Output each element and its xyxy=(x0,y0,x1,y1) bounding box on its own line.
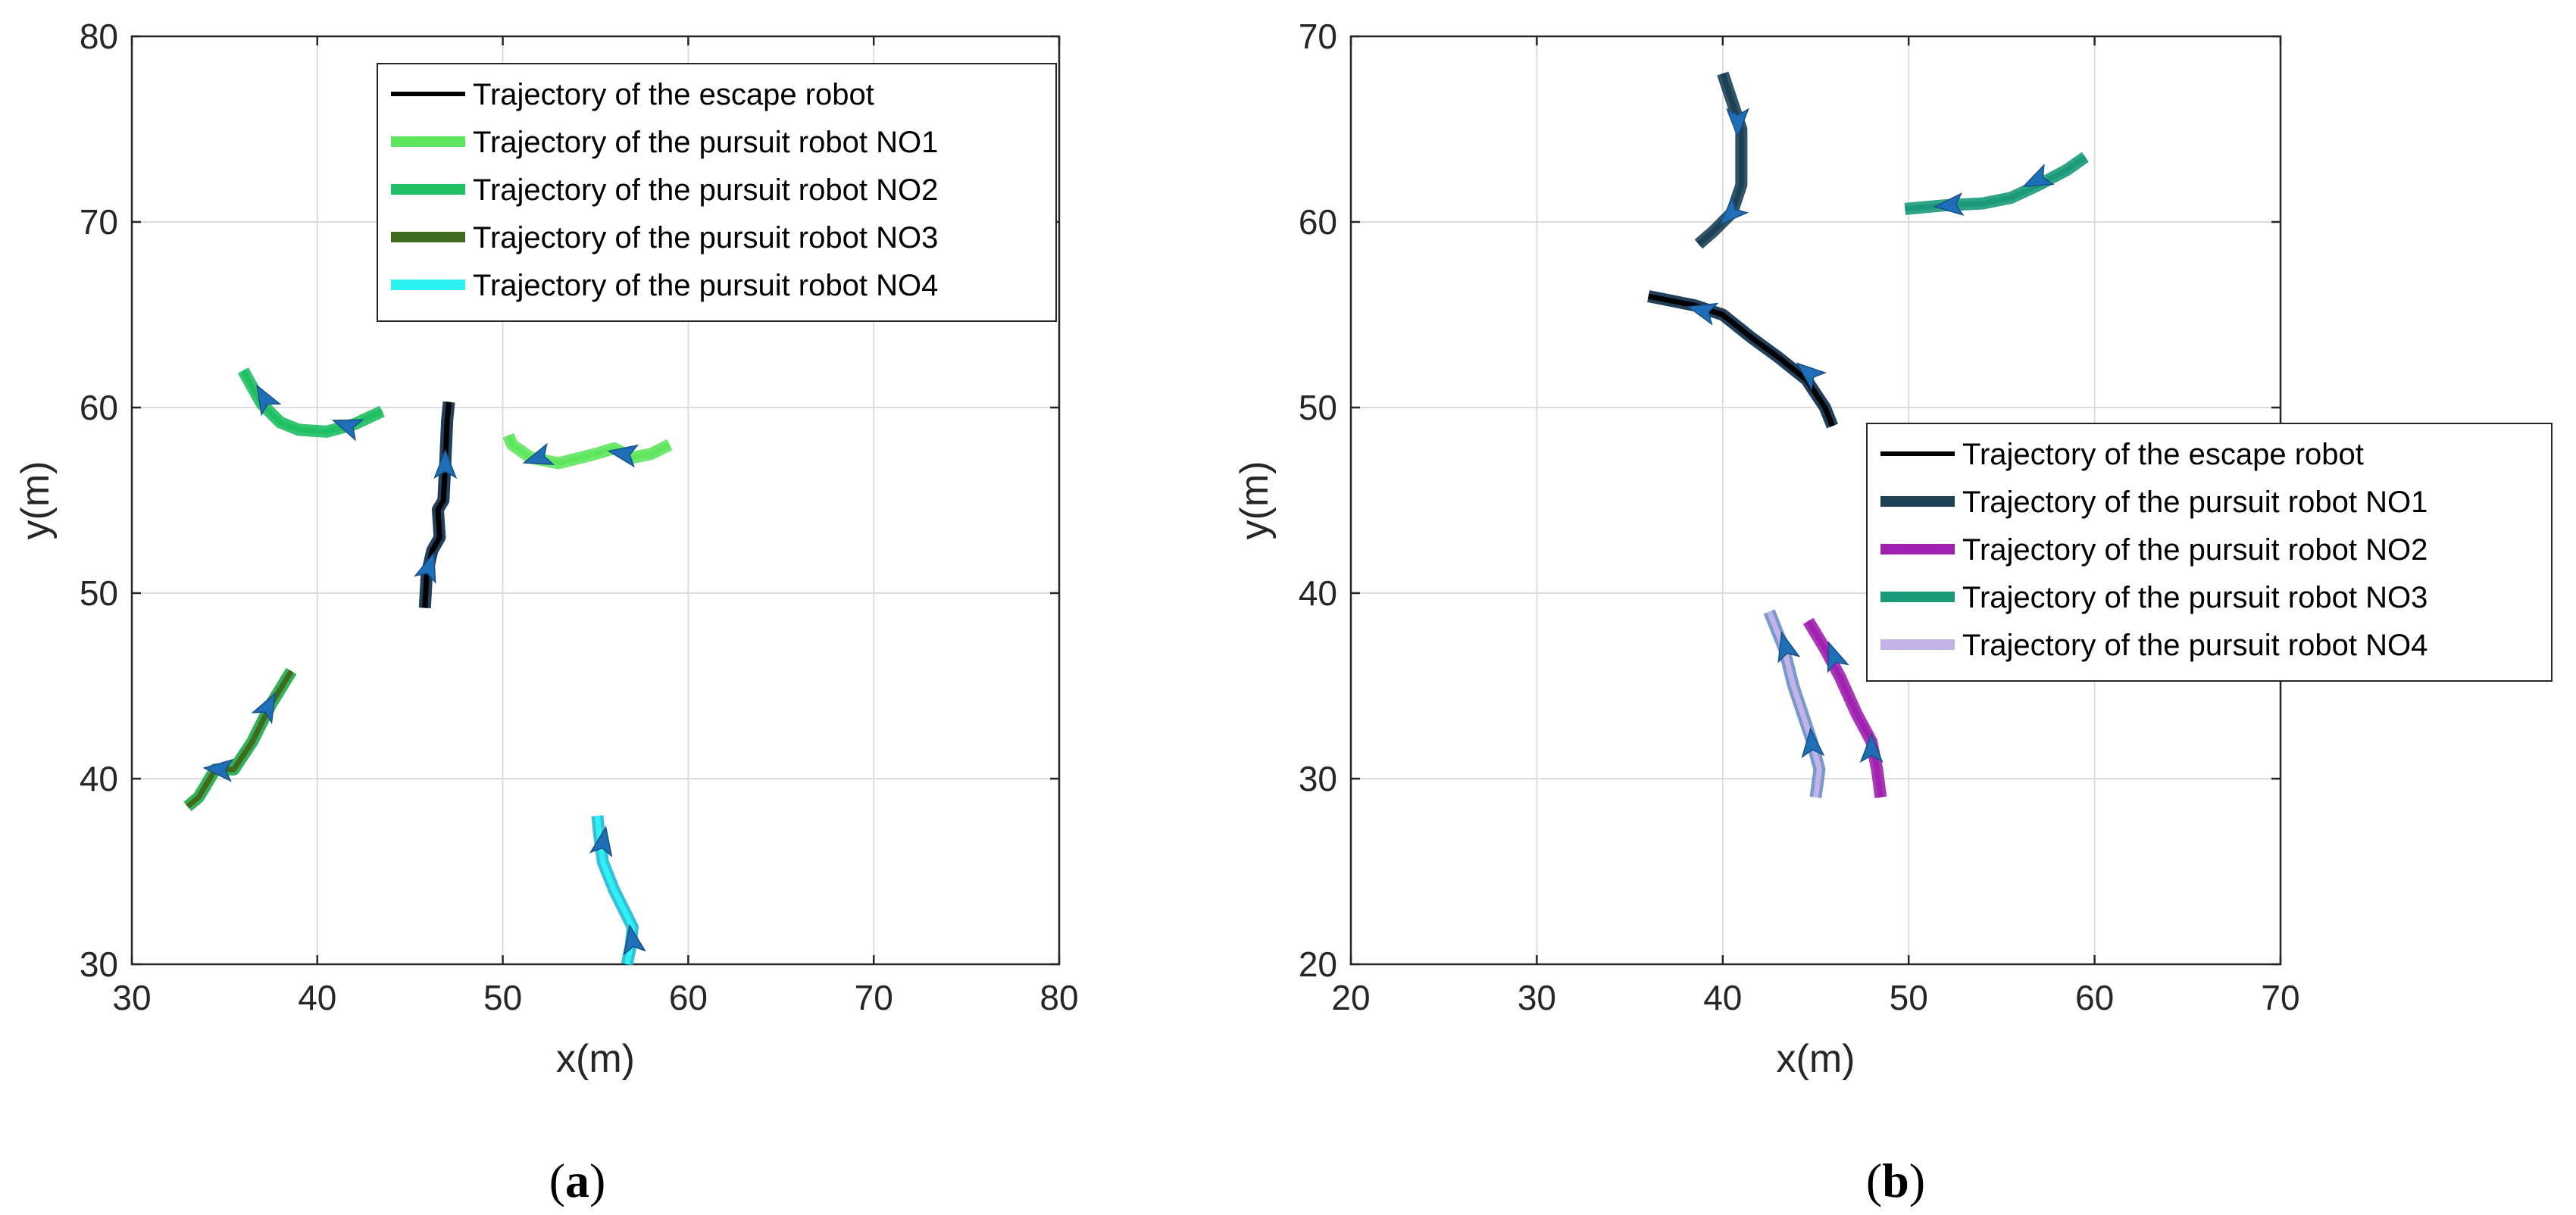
chart-b-xtick-label: 50 xyxy=(1890,978,1928,1017)
chart-a-ytick-label: 40 xyxy=(80,759,118,798)
chart-b-xtick-label: 30 xyxy=(1518,978,1556,1017)
chart-b-direction-arrow xyxy=(1801,726,1825,758)
chart-a-caption: (a) xyxy=(549,1154,606,1207)
chart-a-series xyxy=(183,367,673,966)
chart-b-caption-close: ) xyxy=(1909,1154,1925,1207)
chart-b: 20 30 40 50 60 70 20 30 40 50 60 70 x(m) y(m) Traje… xyxy=(1233,17,2553,1207)
chart-b-direction-arrow xyxy=(1933,192,1965,216)
chart-a-series-line xyxy=(505,434,671,466)
chart-a-direction-arrow xyxy=(522,442,555,466)
chart-b-legend-box xyxy=(1866,423,2553,682)
chart-b-series-3 xyxy=(1763,609,1826,798)
chart-b-legend-label: Trajectory of the escape robot xyxy=(1962,438,2364,471)
chart-b-legend-label: Trajectory of the pursuit robot NO2 xyxy=(1962,533,2428,567)
chart-b-ticks: 20 30 40 50 60 70 20 30 40 50 60 70 xyxy=(1299,17,2300,1017)
chart-a-direction-arrow xyxy=(202,758,234,782)
chart-a-legend-label: Trajectory of the pursuit robot NO3 xyxy=(473,221,938,255)
chart-b-direction-arrow xyxy=(1796,362,1827,391)
chart-a-legend-label: Trajectory of the pursuit robot NO1 xyxy=(473,126,938,159)
chart-b-ytick-label: 60 xyxy=(1299,202,1337,242)
chart-a-ticks: 30 40 50 60 70 80 30 40 50 60 70 80 xyxy=(80,17,1079,1017)
chart-a-legend-box xyxy=(377,63,1057,322)
chart-b-series-line xyxy=(1647,293,1835,427)
chart-a-xtick-label: 50 xyxy=(483,978,522,1017)
chart-b-ytick-label: 50 xyxy=(1299,388,1337,427)
chart-a-direction-arrow xyxy=(251,692,277,725)
chart-a-ytick-label: 60 xyxy=(80,388,118,427)
chart-b-caption-open: ( xyxy=(1866,1154,1882,1207)
chart-a-caption-open: ( xyxy=(549,1154,565,1207)
chart-a-xlabel: x(m) xyxy=(556,1037,635,1081)
chart-a-direction-arrow xyxy=(623,923,646,956)
chart-b-xtick-label: 60 xyxy=(2075,978,2114,1017)
chart-b-direction-arrow xyxy=(1687,302,1719,326)
chart-b-series-0 xyxy=(1647,290,1839,429)
chart-a-direction-arrow xyxy=(256,384,282,417)
chart-a-series-2 xyxy=(237,367,385,442)
chart-a-direction-arrow xyxy=(331,419,364,442)
chart-a-series-0 xyxy=(414,401,458,609)
chart-a-direction-arrow xyxy=(433,448,458,479)
chart-a-xtick-label: 60 xyxy=(669,978,708,1017)
chart-b-direction-arrow xyxy=(2022,163,2055,187)
chart-b-caption: (b) xyxy=(1866,1154,1925,1207)
chart-a-direction-arrow xyxy=(589,826,613,857)
chart-b-xtick-label: 40 xyxy=(1703,978,1742,1017)
chart-b-legend-label: Trajectory of the pursuit robot NO1 xyxy=(1962,486,2428,519)
chart-a-series-4 xyxy=(589,815,646,966)
chart-b-series-line xyxy=(1696,72,1744,247)
chart-a-caption-close: ) xyxy=(589,1154,605,1207)
chart-b-series-1 xyxy=(1694,71,1749,249)
chart-b-xlabel: x(m) xyxy=(1777,1037,1855,1081)
chart-b-series-4 xyxy=(1904,151,2089,216)
chart-a-legend-label: Trajectory of the pursuit robot NO2 xyxy=(473,173,938,207)
chart-a-xtick-label: 30 xyxy=(112,978,151,1017)
chart-a-direction-arrow xyxy=(414,551,436,584)
chart-b-series xyxy=(1647,71,2089,798)
chart-b-legend: Trajectory of the escape robot Trajectory… xyxy=(1866,423,2553,682)
chart-a-ytick-label: 70 xyxy=(80,202,118,242)
chart-b-ytick-label: 20 xyxy=(1299,945,1337,984)
chart-a-ytick-label: 30 xyxy=(80,945,118,984)
chart-a-axes-frame xyxy=(130,35,1061,966)
chart-a-xtick-label: 70 xyxy=(855,978,893,1017)
chart-b-xtick-label: 20 xyxy=(1331,978,1370,1017)
chart-a-series-3 xyxy=(183,667,297,811)
chart-b-caption-letter: b xyxy=(1882,1154,1909,1207)
chart-b-direction-arrow xyxy=(1827,641,1849,673)
chart-b-ylabel: y(m) xyxy=(1233,461,1277,540)
chart-b-direction-arrow xyxy=(1859,732,1884,763)
chart-a-xtick-label: 80 xyxy=(1039,978,1078,1017)
chart-a-direction-arrow xyxy=(607,444,639,468)
chart-b-legend-label: Trajectory of the pursuit robot NO3 xyxy=(1962,581,2428,614)
chart-b-direction-arrow xyxy=(1719,195,1749,226)
chart-b-ytick-label: 30 xyxy=(1299,759,1337,798)
chart-b-series-2 xyxy=(1802,617,1887,798)
chart-a-ytick-label: 50 xyxy=(80,573,118,613)
chart-a-legend: Trajectory of the escape robot Trajectory… xyxy=(377,63,1057,322)
chart-b-ytick-label: 40 xyxy=(1299,573,1337,613)
chart-b-legend-label: Trajectory of the pursuit robot NO4 xyxy=(1962,629,2428,662)
chart-a: 30 40 50 60 70 80 30 40 50 60 70 80 x(m) y(m) Traje… xyxy=(14,17,1079,1207)
chart-b-direction-arrow xyxy=(1777,631,1801,664)
chart-b-direction-arrow xyxy=(1725,108,1749,139)
chart-a-xtick-label: 40 xyxy=(298,978,336,1017)
chart-a-caption-letter: a xyxy=(565,1154,589,1207)
chart-a-legend-label: Trajectory of the escape robot xyxy=(473,78,874,111)
chart-b-series-line xyxy=(1805,619,1884,798)
chart-b-xtick-label: 70 xyxy=(2261,978,2299,1017)
chart-b-ytick-label: 70 xyxy=(1299,17,1337,56)
chart-a-ylabel: y(m) xyxy=(14,461,58,540)
chart-a-ytick-label: 80 xyxy=(80,17,118,56)
chart-a-legend-label: Trajectory of the pursuit robot NO4 xyxy=(473,269,938,302)
chart-a-series-1 xyxy=(502,433,673,470)
